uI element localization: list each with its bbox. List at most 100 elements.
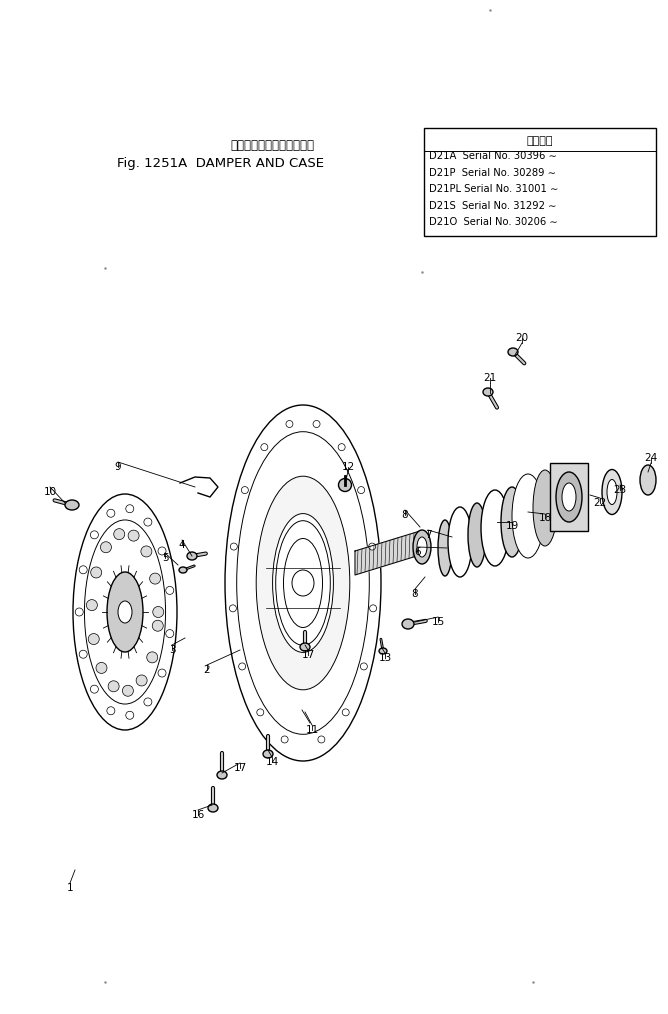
- Ellipse shape: [208, 804, 218, 812]
- Text: 21: 21: [484, 373, 496, 383]
- Circle shape: [261, 444, 268, 450]
- Ellipse shape: [481, 490, 509, 566]
- Text: D21O  Serial No. 30206 ∼: D21O Serial No. 30206 ∼: [429, 217, 558, 227]
- Text: 12: 12: [341, 462, 355, 472]
- Circle shape: [318, 736, 325, 743]
- Circle shape: [88, 634, 100, 645]
- Circle shape: [281, 736, 288, 743]
- Circle shape: [153, 606, 164, 618]
- Circle shape: [229, 604, 236, 611]
- Text: 適用号機: 適用号機: [527, 136, 553, 146]
- Circle shape: [90, 685, 98, 694]
- Ellipse shape: [448, 507, 472, 577]
- Circle shape: [342, 709, 349, 716]
- Text: 19: 19: [506, 521, 518, 531]
- Circle shape: [144, 698, 152, 706]
- Text: 2: 2: [204, 665, 210, 675]
- Circle shape: [108, 680, 119, 692]
- Ellipse shape: [640, 465, 656, 495]
- Circle shape: [158, 547, 166, 555]
- Text: 9: 9: [115, 462, 122, 472]
- Ellipse shape: [225, 405, 381, 760]
- Circle shape: [107, 707, 115, 715]
- Ellipse shape: [556, 472, 582, 522]
- Text: 17: 17: [233, 763, 246, 773]
- Text: 4: 4: [178, 540, 185, 550]
- Text: 11: 11: [305, 725, 319, 735]
- Ellipse shape: [65, 500, 79, 510]
- Circle shape: [91, 567, 102, 578]
- Circle shape: [338, 444, 345, 450]
- Bar: [550, 463, 588, 531]
- Text: D21P  Serial No. 30289 ∼: D21P Serial No. 30289 ∼: [429, 167, 556, 177]
- Text: Fig. 1251A  DAMPER AND CASE: Fig. 1251A DAMPER AND CASE: [116, 156, 323, 169]
- Text: 20: 20: [516, 333, 528, 343]
- Ellipse shape: [379, 648, 387, 654]
- Ellipse shape: [179, 567, 187, 573]
- Circle shape: [257, 709, 264, 716]
- Ellipse shape: [236, 432, 369, 734]
- Circle shape: [230, 544, 237, 550]
- Circle shape: [107, 509, 115, 517]
- Ellipse shape: [483, 388, 493, 396]
- Text: 7: 7: [425, 530, 432, 540]
- Ellipse shape: [512, 474, 544, 558]
- Ellipse shape: [533, 470, 557, 546]
- Ellipse shape: [508, 348, 518, 356]
- Circle shape: [152, 621, 163, 632]
- Circle shape: [144, 518, 152, 526]
- Text: 17: 17: [301, 650, 315, 660]
- Text: D21S  Serial No. 31292 ∼: D21S Serial No. 31292 ∼: [429, 201, 556, 211]
- Ellipse shape: [217, 771, 227, 779]
- Circle shape: [241, 487, 248, 494]
- Ellipse shape: [607, 480, 617, 505]
- Text: 23: 23: [613, 485, 627, 495]
- Ellipse shape: [468, 503, 486, 567]
- Circle shape: [369, 604, 377, 611]
- Circle shape: [357, 487, 365, 494]
- Ellipse shape: [73, 494, 177, 730]
- Text: 18: 18: [538, 513, 552, 523]
- Circle shape: [79, 650, 88, 658]
- Ellipse shape: [84, 520, 166, 704]
- Ellipse shape: [257, 477, 350, 690]
- Text: 5: 5: [162, 553, 168, 563]
- Ellipse shape: [118, 601, 132, 623]
- Circle shape: [100, 541, 112, 553]
- Circle shape: [114, 528, 125, 539]
- Text: 8: 8: [401, 510, 408, 520]
- Ellipse shape: [417, 537, 427, 557]
- Text: 14: 14: [265, 757, 279, 767]
- Ellipse shape: [602, 469, 622, 514]
- Text: 3: 3: [169, 645, 175, 655]
- Circle shape: [86, 599, 98, 610]
- Circle shape: [128, 530, 139, 541]
- Ellipse shape: [107, 572, 143, 652]
- Text: D21A  Serial No. 30396 ∼: D21A Serial No. 30396 ∼: [429, 151, 557, 161]
- Text: ダンパ・　および　ケース: ダンパ・ および ケース: [230, 139, 314, 151]
- Circle shape: [158, 669, 166, 677]
- Ellipse shape: [339, 479, 351, 492]
- Ellipse shape: [187, 552, 197, 560]
- Circle shape: [166, 586, 174, 594]
- Ellipse shape: [562, 483, 576, 511]
- Circle shape: [122, 685, 134, 697]
- Bar: [424, 128, 656, 236]
- Text: 22: 22: [593, 498, 607, 508]
- Circle shape: [238, 663, 246, 670]
- Ellipse shape: [300, 643, 310, 651]
- Ellipse shape: [292, 570, 314, 596]
- Ellipse shape: [438, 520, 452, 576]
- Circle shape: [150, 573, 160, 584]
- Ellipse shape: [413, 530, 431, 564]
- Ellipse shape: [501, 487, 523, 557]
- Text: 24: 24: [645, 453, 657, 463]
- Circle shape: [286, 421, 293, 428]
- Text: 13: 13: [378, 653, 391, 663]
- Text: D21PL Serial No. 31001 ∼: D21PL Serial No. 31001 ∼: [429, 184, 558, 194]
- Circle shape: [126, 505, 134, 513]
- Circle shape: [147, 652, 158, 663]
- Text: 1: 1: [67, 883, 73, 893]
- Circle shape: [136, 675, 147, 685]
- Text: 15: 15: [432, 617, 445, 627]
